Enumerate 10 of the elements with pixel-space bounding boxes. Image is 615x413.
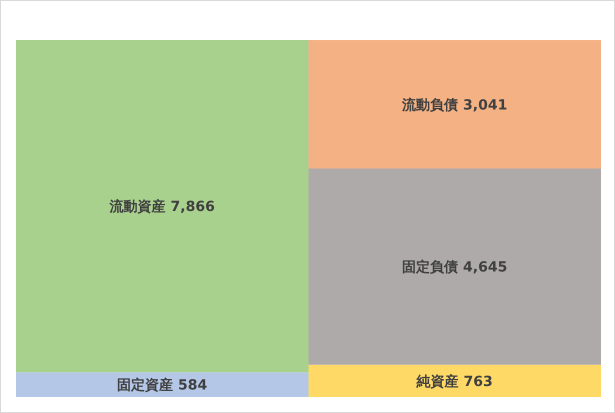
series-label: 流動負債 — [401, 96, 458, 114]
data-label: 584 — [173, 378, 208, 394]
data-label: 3,041 — [458, 97, 508, 114]
series-label: 固定資産 — [117, 376, 174, 394]
series-label: 固定負債 — [402, 258, 458, 276]
data-label: 7,866 — [166, 199, 215, 216]
data-label: 4,645 — [458, 260, 508, 276]
data-label: 763 — [458, 374, 493, 390]
series-label: 流動資産 — [108, 198, 166, 216]
series-label: 純資産 — [416, 372, 459, 390]
